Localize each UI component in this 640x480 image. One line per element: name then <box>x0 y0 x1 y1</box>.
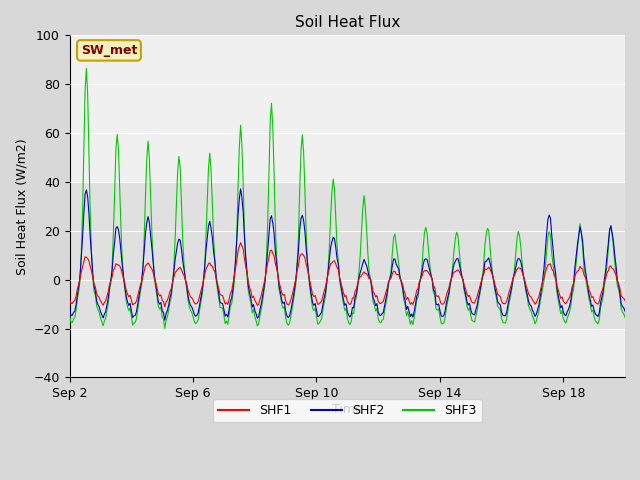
SHF2 <box>237 186 244 192</box>
Line: SHF3: SHF3 <box>70 69 640 328</box>
SHF2 <box>376 312 383 318</box>
SHF3 <box>365 269 373 275</box>
SHF2 <box>66 307 74 313</box>
Text: SW_met: SW_met <box>81 44 137 57</box>
SHF1 <box>161 304 168 310</box>
SHF2 <box>365 275 373 280</box>
X-axis label: Time: Time <box>332 403 363 416</box>
SHF1 <box>562 301 570 307</box>
Bar <box>70 182 625 328</box>
Title: Soil Heat Flux: Soil Heat Flux <box>294 15 400 30</box>
SHF3 <box>562 320 570 326</box>
SHF3 <box>326 245 333 251</box>
SHF3 <box>355 269 363 275</box>
SHF1 <box>326 265 333 271</box>
SHF1 <box>376 300 383 306</box>
SHF3 <box>376 319 383 325</box>
SHF2 <box>161 317 168 323</box>
SHF1 <box>355 276 363 282</box>
SHF1 <box>365 276 373 282</box>
SHF3 <box>83 66 90 72</box>
Legend: SHF1, SHF2, SHF3: SHF1, SHF2, SHF3 <box>213 399 481 422</box>
SHF1 <box>591 300 599 305</box>
SHF3 <box>591 318 599 324</box>
Line: SHF1: SHF1 <box>70 243 640 307</box>
SHF3 <box>66 313 74 319</box>
SHF2 <box>591 311 599 317</box>
Y-axis label: Soil Heat Flux (W/m2): Soil Heat Flux (W/m2) <box>15 138 28 275</box>
Line: SHF2: SHF2 <box>70 189 640 320</box>
SHF2 <box>562 313 570 319</box>
SHF2 <box>355 275 363 280</box>
SHF2 <box>326 256 333 262</box>
SHF3 <box>161 325 168 331</box>
SHF1 <box>66 297 74 303</box>
SHF1 <box>237 240 244 246</box>
